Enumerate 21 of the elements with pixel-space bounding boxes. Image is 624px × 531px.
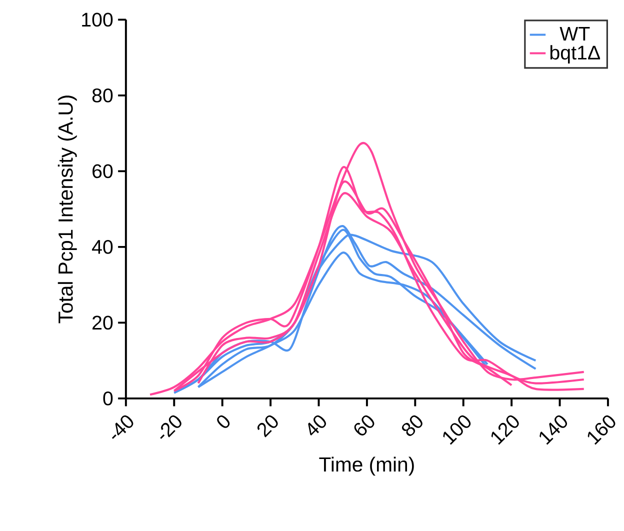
y-axis-title: Total Pcp1 Intensity (A.U) <box>58 96 77 324</box>
x-tick-label: 40 <box>308 415 326 436</box>
x-tick-label: 20 <box>257 415 278 438</box>
y-tick-label: 80 <box>92 88 113 102</box>
y-tick-label: 20 <box>92 316 113 330</box>
x-tick-label: 100 <box>443 415 471 445</box>
y-tick-label: 100 <box>82 12 113 27</box>
x-tick-label: 140 <box>540 415 568 445</box>
y-tick-label: 40 <box>92 240 113 254</box>
x-tick-label: 80 <box>402 415 422 436</box>
y-tick-label: 0 <box>103 391 113 406</box>
legend-label: WT <box>560 26 590 40</box>
x-tick-label: 60 <box>354 415 374 436</box>
y-tick-label: 60 <box>92 164 113 178</box>
x-tick-label: 0 <box>217 415 230 428</box>
x-axis-title: Time (min) <box>319 456 414 476</box>
x-tick-label: -20 <box>160 415 182 439</box>
x-tick-label: 120 <box>491 415 519 445</box>
x-tick-label: 160 <box>588 415 616 445</box>
legend-label: bqt1Δ <box>550 45 600 64</box>
x-tick-label: -40 <box>112 415 134 439</box>
